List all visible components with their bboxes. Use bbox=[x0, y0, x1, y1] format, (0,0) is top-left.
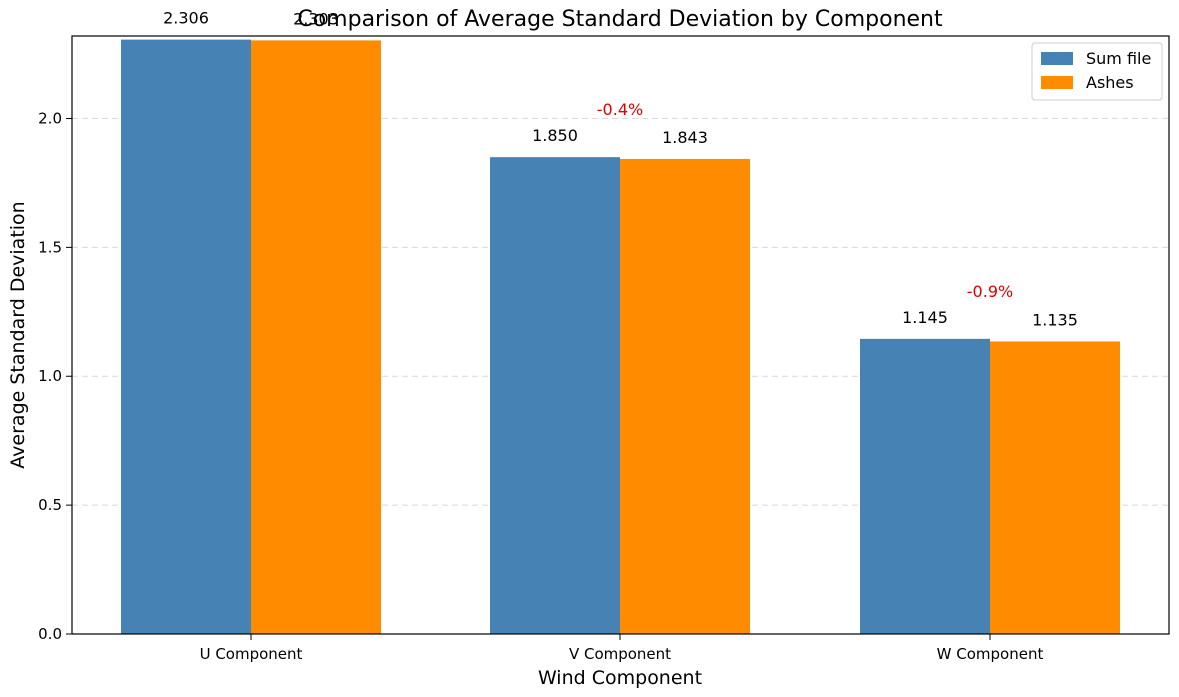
value-labels: 2.306 1.850 1.145 2.303 1.843 1.135 bbox=[163, 9, 1078, 330]
x-axis: U Component V Component W Component bbox=[200, 634, 1044, 663]
difference-label: -0.1% bbox=[228, 0, 274, 2]
legend: Sum file Ashes bbox=[1031, 42, 1163, 101]
y-tick-label: 1.5 bbox=[38, 238, 62, 256]
bar-ashes bbox=[251, 40, 381, 634]
difference-label: -0.9% bbox=[967, 282, 1013, 301]
bars bbox=[121, 39, 1120, 634]
y-tick-label: 0.5 bbox=[38, 496, 62, 514]
bar-sum-file bbox=[121, 39, 251, 634]
chart-title: Comparison of Average Standard Deviation… bbox=[297, 7, 943, 32]
data-label: 2.303 bbox=[293, 9, 339, 28]
x-axis-label: Wind Component bbox=[538, 667, 702, 689]
x-tick-label: V Component bbox=[569, 645, 671, 663]
legend-label-ashes: Ashes bbox=[1086, 73, 1134, 92]
difference-label: -0.4% bbox=[597, 100, 643, 119]
y-axis-label: Average Standard Deviation bbox=[7, 201, 29, 468]
difference-labels: -0.1% -0.4% -0.9% bbox=[228, 0, 1013, 301]
y-tick-label: 1.0 bbox=[38, 367, 62, 385]
x-tick-label: W Component bbox=[937, 645, 1044, 663]
legend-swatch-ashes bbox=[1041, 76, 1073, 89]
legend-swatch-sum-file bbox=[1041, 52, 1073, 65]
bar-ashes bbox=[990, 341, 1120, 634]
data-label: 1.843 bbox=[662, 128, 708, 147]
legend-label-sum-file: Sum file bbox=[1086, 49, 1151, 68]
bar-ashes bbox=[620, 158, 750, 634]
bar-sum-file bbox=[860, 338, 990, 634]
y-tick-label: 2.0 bbox=[38, 109, 62, 127]
data-label: 1.850 bbox=[532, 126, 578, 145]
bar-sum-file bbox=[490, 157, 620, 634]
data-label: 1.135 bbox=[1032, 310, 1078, 329]
y-axis: 0.0 0.5 1.0 1.5 2.0 bbox=[38, 109, 72, 643]
y-tick-label: 0.0 bbox=[38, 625, 62, 643]
x-tick-label: U Component bbox=[200, 645, 303, 663]
data-label: 1.145 bbox=[902, 308, 948, 327]
data-label: 2.306 bbox=[163, 9, 209, 28]
